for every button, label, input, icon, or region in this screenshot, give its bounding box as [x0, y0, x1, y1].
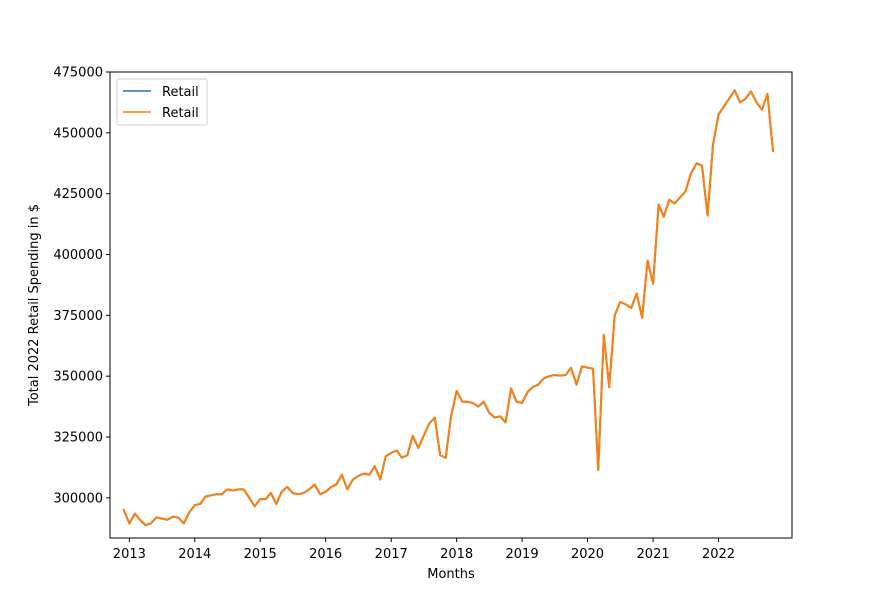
- y-axis: 300000 325000 350000 375000 400000 425000 4500…: [53, 66, 110, 506]
- x-tick-label: 2022: [702, 547, 735, 562]
- x-axis-title: Months: [427, 567, 475, 582]
- y-tick-label: 475000: [53, 66, 103, 81]
- legend: Retail Retail: [116, 78, 208, 126]
- series-layer: [122, 89, 775, 527]
- x-tick-label: 2016: [309, 547, 342, 562]
- x-tick-label: 2019: [506, 547, 539, 562]
- y-tick-label: 450000: [53, 126, 103, 141]
- y-tick-label: 300000: [53, 491, 103, 506]
- legend-label-2: Retail: [162, 106, 199, 121]
- y-axis-title: Total 2022 Retail Spending in $: [27, 204, 42, 407]
- legend-label-1: Retail: [162, 85, 199, 100]
- y-tick-label: 375000: [53, 309, 103, 324]
- x-axis: 2013 2014 2015 2016 2017 2018 2019 2020 2021 2022: [113, 538, 735, 562]
- plot-area: [110, 72, 792, 538]
- plot-frame: [109, 71, 793, 539]
- y-tick-label: 425000: [53, 187, 103, 202]
- x-tick-label: 2013: [113, 547, 146, 562]
- x-tick-label: 2020: [571, 547, 604, 562]
- x-tick-label: 2017: [375, 547, 408, 562]
- x-tick-label: 2015: [244, 547, 277, 562]
- series-line-2: [122, 89, 775, 527]
- x-tick-label: 2018: [440, 547, 473, 562]
- y-tick-label: 325000: [53, 431, 103, 446]
- x-tick-label: 2021: [637, 547, 670, 562]
- y-tick-label: 400000: [53, 248, 103, 263]
- y-tick-label: 350000: [53, 370, 103, 385]
- x-tick-label: 2014: [178, 547, 211, 562]
